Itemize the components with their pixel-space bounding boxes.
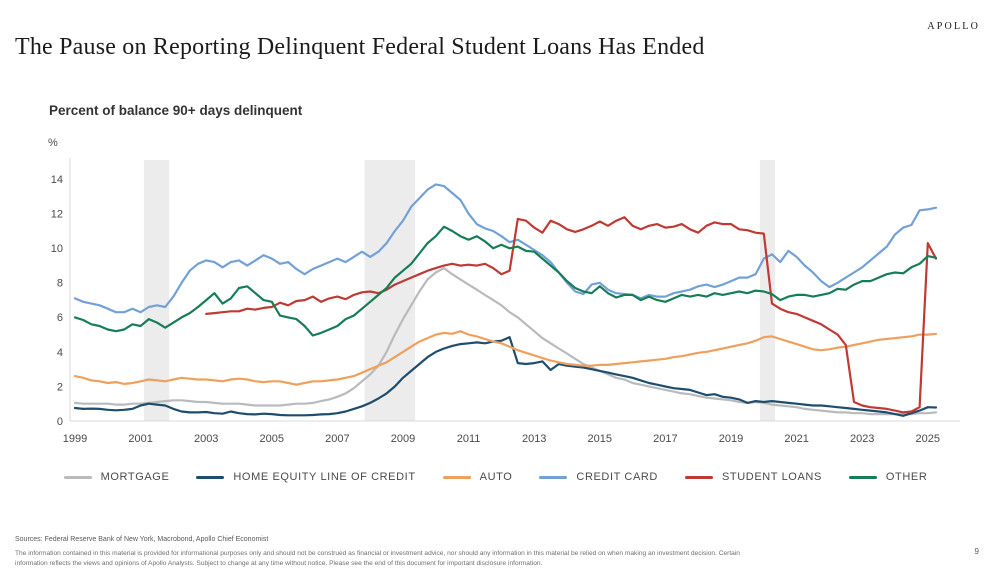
x-tick-label: 2017 <box>653 433 677 445</box>
x-tick-label: 2007 <box>325 433 349 445</box>
series-line-home-equity-line-of-credit <box>73 336 938 417</box>
legend-label: STUDENT LOANS <box>721 471 822 483</box>
x-tick-label: 2021 <box>784 433 808 445</box>
sources-note: Sources: Federal Reserve Bank of New Yor… <box>15 536 269 543</box>
y-tick-label: 14 <box>51 174 63 186</box>
y-axis-unit-label: % <box>48 137 58 149</box>
disclaimer-text: The information contained in this materi… <box>15 550 740 567</box>
x-tick-label: 2011 <box>457 433 481 445</box>
y-tick-label: 10 <box>51 243 63 255</box>
x-tick-label: 1999 <box>63 433 87 445</box>
legend-label: MORTGAGE <box>100 471 170 483</box>
apollo-logo: APOLLO <box>927 21 980 32</box>
x-tick-label: 2023 <box>850 433 874 445</box>
credit-card-line-swatch <box>539 475 568 479</box>
y-tick-label: 8 <box>57 278 63 290</box>
recession-band-1 <box>364 160 416 421</box>
recession-band-2 <box>759 160 775 421</box>
x-tick-label: 2003 <box>194 433 218 445</box>
x-tick-label: 2025 <box>916 433 940 445</box>
delinquency-line-chart: 0 2 4 6 8 10 12 14% 1999 2001 2003 2005 2007 2009 2011… <box>48 137 960 445</box>
legend-label: AUTO <box>479 471 513 483</box>
x-tick-label: 2013 <box>522 433 546 445</box>
legend-item-auto: AUTO <box>442 471 513 483</box>
x-tick-label: 2005 <box>260 433 284 445</box>
legend-item-credit-card: CREDIT CARD <box>539 471 658 483</box>
legend-item-heloc: HOME EQUITY LINE OF CREDIT <box>196 471 415 483</box>
x-tick-label: 2015 <box>588 433 612 445</box>
y-tick-label: 0 <box>57 416 63 428</box>
chart-subtitle: Percent of balance 90+ days delinquent <box>49 103 303 118</box>
legend-item-mortgage: MORTGAGE <box>63 471 170 483</box>
y-tick-label: 6 <box>57 312 63 324</box>
y-tick-label: 4 <box>57 347 63 359</box>
recession-band-0 <box>143 160 170 421</box>
heloc-line-swatch <box>196 475 225 479</box>
series-line-auto <box>73 330 938 386</box>
chart-legend: MORTGAGE HOME EQUITY LINE OF CREDIT AUTO… <box>0 471 991 483</box>
series-line-other <box>73 225 938 337</box>
legend-label: HOME EQUITY LINE OF CREDIT <box>233 471 416 483</box>
legend-label: OTHER <box>885 471 928 483</box>
legend-label: CREDIT CARD <box>576 471 658 483</box>
mortgage-line-swatch <box>63 475 92 479</box>
legend-item-other: OTHER <box>848 471 928 483</box>
y-tick-label: 12 <box>51 209 63 221</box>
student-loans-line-swatch <box>684 475 713 479</box>
series-line-credit-card <box>73 183 938 314</box>
page-number: 9 <box>974 547 979 556</box>
y-tick-label: 2 <box>57 381 63 393</box>
series-line-mortgage <box>73 267 938 416</box>
other-line-swatch <box>848 475 877 479</box>
series-line-student-loans <box>205 216 938 414</box>
x-tick-label: 2009 <box>391 433 415 445</box>
x-tick-label: 2001 <box>128 433 152 445</box>
legend-item-student-loans: STUDENT LOANS <box>684 471 822 483</box>
auto-line-swatch <box>442 475 471 479</box>
page-title: The Pause on Reporting Delinquent Federa… <box>15 34 705 60</box>
chart-area: 0 2 4 6 8 10 12 14% 1999 2001 2003 2005 2007 2009 2011… <box>0 130 991 465</box>
x-tick-label: 2019 <box>719 433 743 445</box>
